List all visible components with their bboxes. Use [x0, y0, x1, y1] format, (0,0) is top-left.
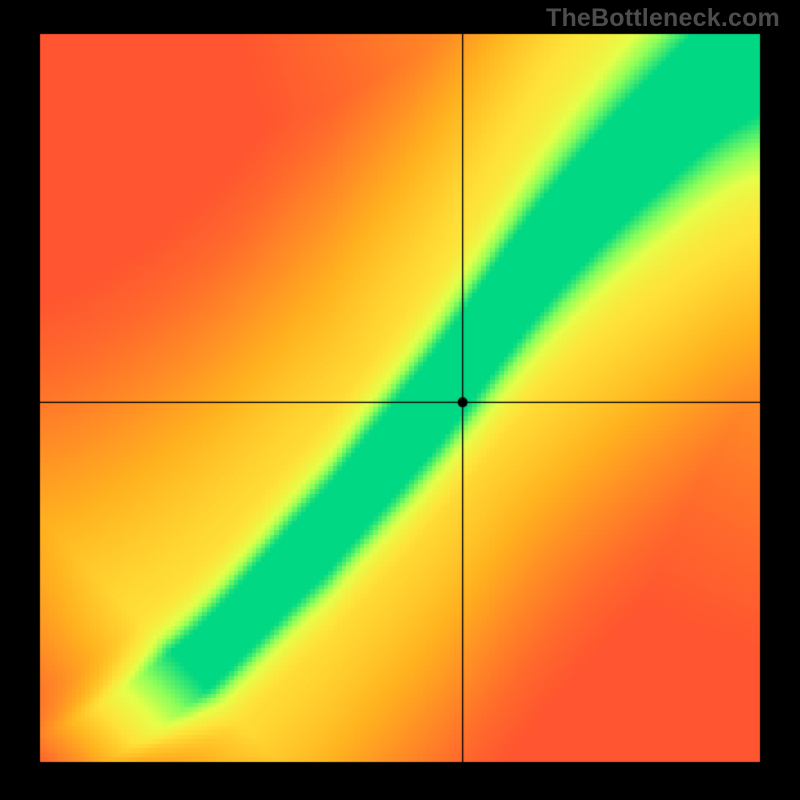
watermark-text: TheBottleneck.com	[546, 4, 780, 33]
heatmap-canvas	[0, 0, 800, 800]
chart-stage: TheBottleneck.com	[0, 0, 800, 800]
